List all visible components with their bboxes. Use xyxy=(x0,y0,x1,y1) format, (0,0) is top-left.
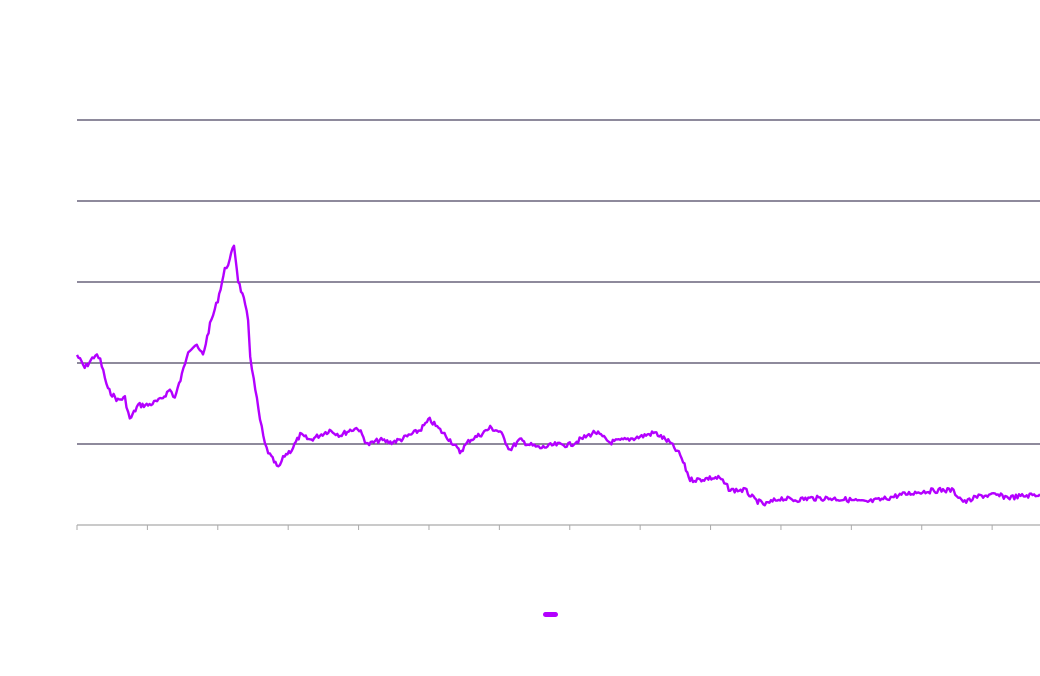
x-axis xyxy=(76,524,1040,530)
legend xyxy=(543,612,564,617)
series-line xyxy=(75,244,1040,507)
legend-swatch xyxy=(543,612,558,617)
series-group xyxy=(75,244,1040,507)
